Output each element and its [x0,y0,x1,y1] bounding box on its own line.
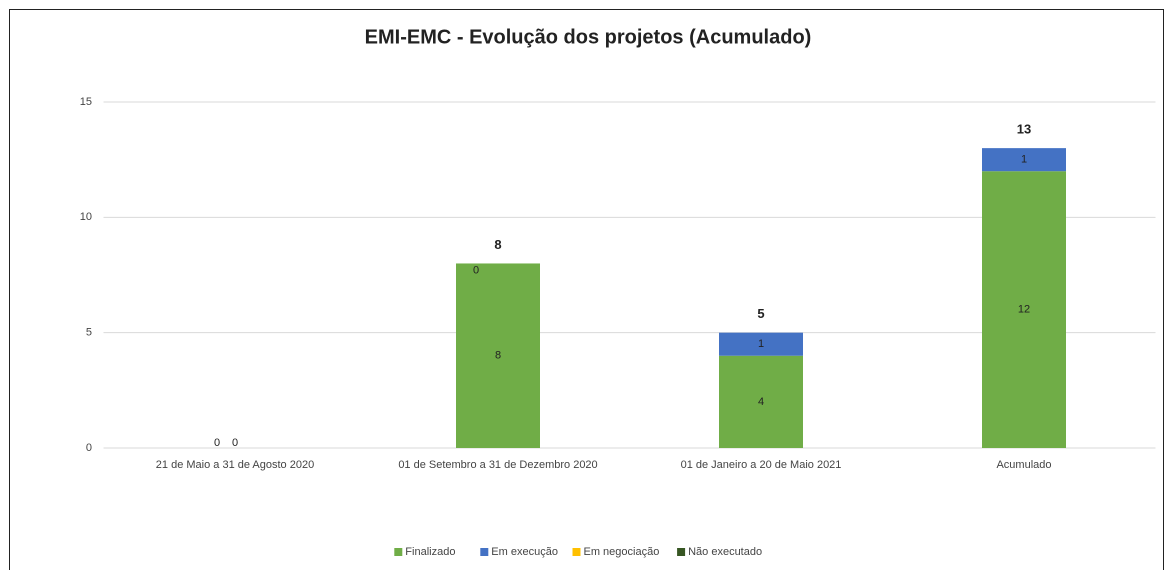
data-label: 1 [758,338,764,350]
legend-swatch [480,548,489,556]
data-label: 8 [495,350,501,362]
bar-segment [719,332,803,356]
legend-swatch [394,548,403,556]
legend-swatch [677,548,686,556]
legend-swatch [572,548,581,556]
legend-label: Não executado [688,546,762,558]
x-tick-label: Acumulado [996,459,1051,471]
x-tick-label: 01 de Janeiro a 20 de Maio 2021 [681,459,842,471]
y-tick-label: 10 [80,211,92,223]
y-tick-label: 5 [86,327,92,339]
data-label: 4 [758,396,764,408]
legend-label: Finalizado [405,546,455,558]
data-label: 0 [214,437,220,449]
y-tick-label: 15 [80,96,92,108]
x-tick-label: 01 de Setembro a 31 de Dezembro 2020 [398,459,597,471]
data-label: 0 [473,264,479,276]
chart-title: EMI-EMC - Evolução dos projetos (Acumula… [365,26,812,48]
total-label: 0 [232,437,238,449]
bar-segment [719,355,803,448]
bar-segment [982,171,1066,448]
bar-segment [456,263,540,448]
chart-frame [9,9,1164,570]
data-label: 1 [1021,154,1027,166]
total-label: 8 [494,237,501,252]
legend-label: Em execução [491,546,558,558]
x-tick-label: 21 de Maio a 31 de Agosto 2020 [156,459,314,471]
data-label: 12 [1018,304,1030,316]
total-label: 13 [1017,122,1031,137]
legend-label: Em negociação [584,546,660,558]
bar-segment [982,148,1066,172]
y-tick-label: 0 [86,442,92,454]
total-label: 5 [757,306,764,321]
